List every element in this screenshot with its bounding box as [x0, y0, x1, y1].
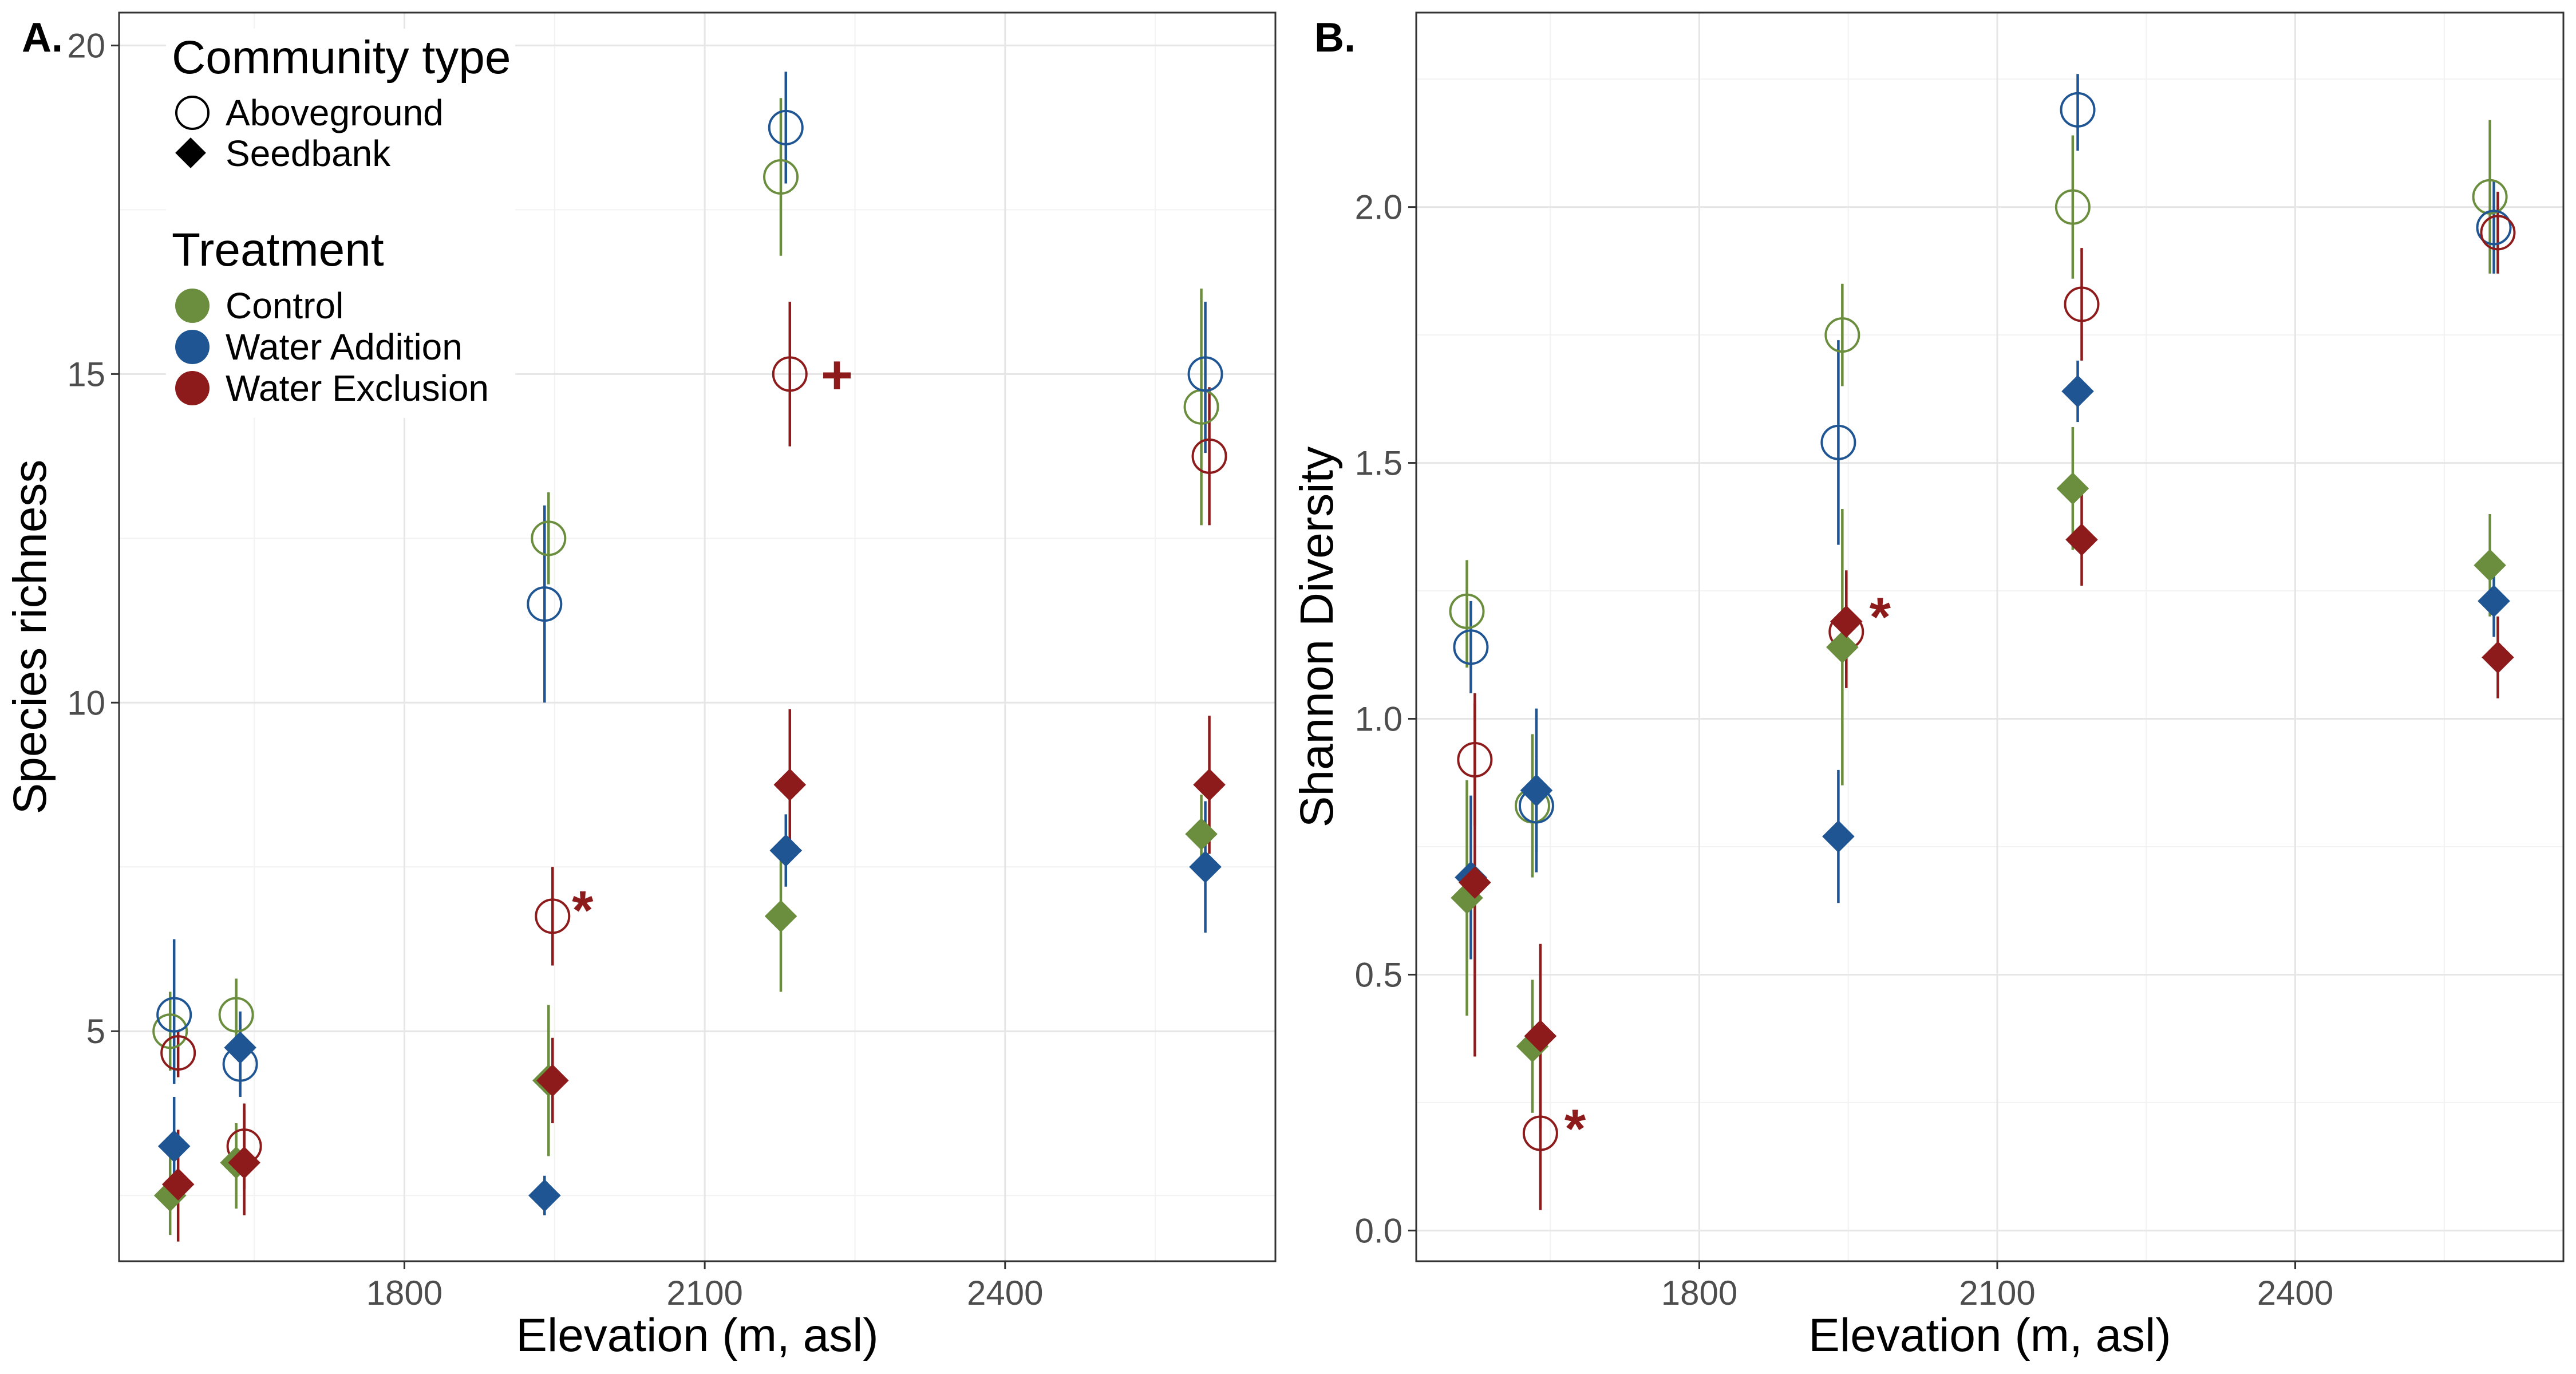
point-control-seedbank [764, 900, 797, 933]
point-water-addition-aboveground [768, 109, 804, 145]
point-water-exclusion-seedbank [1459, 866, 1491, 899]
point-water-addition-aboveground [527, 586, 563, 622]
x-tick-label: 2100 [1959, 1274, 2035, 1312]
point-water-exclusion-aboveground [1191, 438, 1227, 474]
y-tick-label: 0.5 [1355, 956, 1402, 994]
point-water-exclusion-seedbank [1830, 605, 1863, 638]
point-water-exclusion-aboveground [535, 898, 571, 934]
y-tick-label: 15 [67, 355, 105, 393]
point-water-exclusion-seedbank [228, 1146, 260, 1179]
legend-treatment-title: Treatment [172, 224, 384, 276]
point-water-addition-aboveground [156, 997, 192, 1033]
point-water-addition-seedbank [2478, 585, 2510, 618]
x-tick-label: 2400 [2257, 1274, 2333, 1312]
y-tick-label: 1.0 [1355, 700, 1402, 739]
point-water-addition-aboveground [1820, 424, 1856, 460]
point-water-addition-aboveground [2060, 92, 2096, 128]
y-tick-label: 5 [86, 1012, 105, 1051]
point-water-addition-aboveground [1187, 356, 1223, 392]
x-tick-label: 2400 [967, 1274, 1043, 1312]
point-control-aboveground [2055, 189, 2091, 225]
point-water-addition-aboveground [1453, 629, 1489, 665]
panel-label: B. [1314, 15, 1356, 61]
point-water-exclusion-aboveground [160, 1035, 196, 1071]
panel-b: 1800 2100 2400 0.0 0.5 1.0 1.5 2.0 Elevation (m,… [1291, 11, 2565, 1361]
panel-label: A. [22, 15, 63, 61]
point-water-exclusion-seedbank [2482, 641, 2514, 674]
x-tick-label: 1800 [1661, 1274, 1737, 1312]
y-tick-label: 10 [67, 684, 105, 722]
x-axis-title: Elevation (m, asl) [516, 1309, 878, 1361]
point-water-exclusion-aboveground [772, 356, 808, 392]
significance-annotation: * [1870, 587, 1891, 648]
point-control-aboveground [218, 997, 254, 1033]
panel-border [1415, 11, 2565, 1262]
point-control-aboveground [1824, 317, 1860, 353]
point-water-addition-seedbank [1520, 774, 1553, 807]
point-water-addition-aboveground [2476, 210, 2512, 246]
water-addition-key-icon [175, 330, 210, 364]
seedbank-key-icon [175, 137, 206, 168]
significance-annotation: + [821, 344, 853, 405]
point-water-exclusion-seedbank [2065, 523, 2098, 556]
panel-border [118, 11, 1277, 1262]
y-axis-title: Shannon Diversity [1291, 447, 1343, 827]
point-control-aboveground [763, 159, 799, 195]
point-control-aboveground [1449, 593, 1485, 629]
y-tick-label: 1.5 [1355, 444, 1402, 483]
point-water-exclusion-seedbank [536, 1064, 569, 1097]
point-water-addition-seedbank [769, 834, 803, 867]
point-water-addition-seedbank [224, 1031, 256, 1064]
significance-annotation: * [572, 880, 594, 941]
x-axis-title: Elevation (m, asl) [1808, 1309, 2171, 1361]
point-control-aboveground [531, 520, 567, 556]
legend-item-water-addition: Water Addition [226, 326, 463, 368]
panel-a: 1800 2100 2400 5 10 15 20 Elevation (m, asl) Spe… [4, 11, 1277, 1361]
point-water-addition-seedbank [528, 1179, 561, 1212]
point-water-exclusion-aboveground [2480, 215, 2516, 251]
point-control-seedbank [2056, 472, 2089, 505]
point-water-addition-seedbank [1189, 850, 1222, 883]
y-tick-label: 2.0 [1355, 188, 1402, 227]
point-water-exclusion-aboveground [1457, 742, 1493, 778]
point-water-exclusion-seedbank [161, 1168, 195, 1201]
point-control-seedbank [1185, 818, 1218, 851]
y-axis-title: Species richness [4, 460, 56, 815]
control-key-icon [175, 289, 210, 323]
point-water-exclusion-aboveground [1522, 1115, 1558, 1151]
legend: Community type Aboveground Seedbank Trea… [166, 29, 515, 418]
water-exclusion-key-icon [175, 371, 210, 405]
point-water-addition-seedbank [1822, 820, 1855, 853]
point-water-exclusion-aboveground [2064, 286, 2100, 322]
legend-community-title: Community type [172, 31, 511, 84]
x-tick-label: 2100 [666, 1274, 742, 1312]
y-tick-label: 20 [67, 26, 105, 65]
point-water-addition-seedbank [2061, 375, 2094, 408]
legend-item-control: Control [226, 285, 343, 326]
significance-annotation: * [1564, 1099, 1586, 1160]
point-control-seedbank [2474, 549, 2506, 582]
legend-item-seedbank: Seedbank [226, 133, 391, 174]
point-water-addition-seedbank [157, 1130, 191, 1163]
point-control-aboveground [152, 1013, 188, 1049]
point-water-exclusion-seedbank [1193, 768, 1226, 802]
point-water-exclusion-seedbank [1524, 1020, 1557, 1052]
legend-background [166, 29, 515, 418]
point-control-aboveground [2472, 179, 2508, 215]
x-tick-label: 1800 [366, 1274, 442, 1312]
y-tick-label: 0.0 [1355, 1211, 1402, 1250]
point-water-exclusion-seedbank [773, 768, 807, 802]
point-control-seedbank [1826, 631, 1859, 664]
aboveground-key-icon [175, 96, 210, 130]
legend-item-aboveground: Aboveground [226, 92, 444, 133]
legend-item-water-exclusion: Water Exclusion [226, 368, 489, 409]
